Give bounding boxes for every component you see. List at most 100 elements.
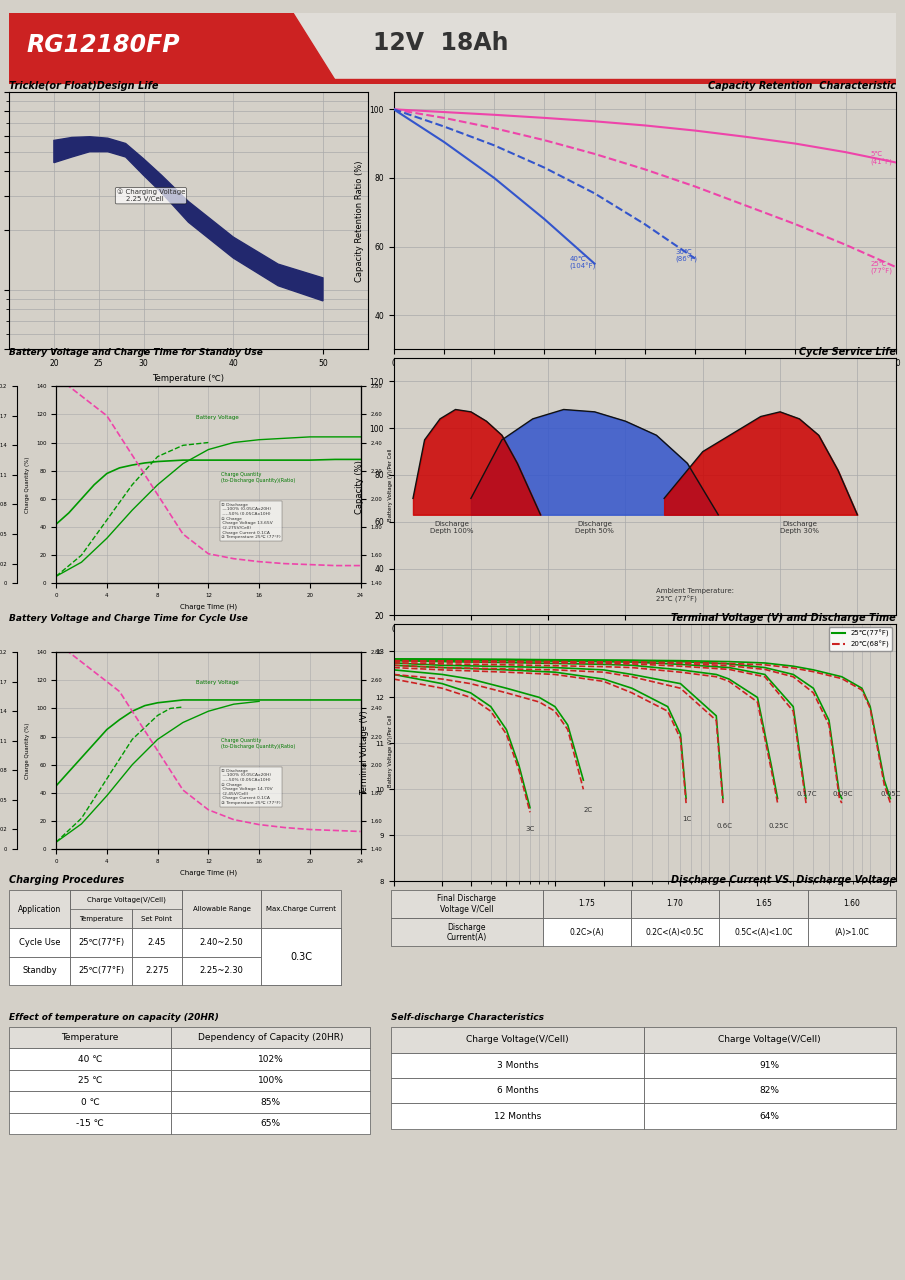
Text: 0.2C<(A)<0.5C: 0.2C<(A)<0.5C — [646, 928, 704, 937]
Bar — [391, 1078, 643, 1103]
Text: 82%: 82% — [760, 1087, 780, 1096]
Text: 0 ℃: 0 ℃ — [81, 1097, 100, 1106]
Text: 25℃(77°F): 25℃(77°F) — [78, 966, 124, 975]
Text: 0.3C: 0.3C — [291, 952, 312, 961]
Legend: 25℃(77°F), 20℃(68°F): 25℃(77°F), 20℃(68°F) — [829, 627, 892, 650]
Text: 3C: 3C — [526, 826, 535, 832]
Bar — [9, 1092, 171, 1112]
Text: Discharge
Current(A): Discharge Current(A) — [447, 923, 487, 942]
Text: Terminal Voltage (V) and Discharge Time: Terminal Voltage (V) and Discharge Time — [672, 613, 896, 623]
Bar — [71, 890, 131, 928]
Bar — [9, 1112, 171, 1134]
Polygon shape — [9, 13, 896, 83]
Bar — [807, 918, 896, 946]
Text: 6 Months: 6 Months — [497, 1087, 538, 1096]
Bar — [9, 956, 71, 986]
Text: Battery Voltage: Battery Voltage — [195, 681, 238, 686]
Bar — [9, 1070, 171, 1092]
Text: Cycle Service Life: Cycle Service Life — [799, 347, 896, 357]
Y-axis label: Capacity (%): Capacity (%) — [355, 460, 364, 513]
Text: Discharge
Depth 100%: Discharge Depth 100% — [430, 521, 473, 535]
Text: Ambient Temperature:
25℃ (77°F): Ambient Temperature: 25℃ (77°F) — [656, 589, 734, 603]
Bar — [643, 1103, 896, 1129]
Text: ① Charging Voltage
    2.25 V/Cell: ① Charging Voltage 2.25 V/Cell — [117, 189, 185, 202]
Bar — [262, 928, 341, 956]
Bar — [9, 1048, 171, 1070]
Text: Standby: Standby — [23, 966, 57, 975]
Text: ① Discharge
 —100% (0.05CAx20H)
 ----50% (0.05CAx10H)
② Charge
 Charge Voltage 1: ① Discharge —100% (0.05CAx20H) ----50% (… — [221, 769, 281, 805]
Bar — [71, 890, 182, 909]
Bar — [131, 956, 182, 986]
Y-axis label: Battery Voltage (V)/Per Cell: Battery Voltage (V)/Per Cell — [387, 448, 393, 521]
Text: 0.6C: 0.6C — [716, 823, 732, 829]
Text: Charge Quantity
(to-Discharge Quantity)(Ratio): Charge Quantity (to-Discharge Quantity)(… — [221, 739, 295, 749]
Text: 2.40~2.50: 2.40~2.50 — [200, 938, 243, 947]
Bar — [182, 928, 262, 956]
Bar — [643, 1052, 896, 1078]
Polygon shape — [9, 79, 896, 83]
Bar — [182, 890, 262, 928]
Text: Temperature: Temperature — [62, 1033, 119, 1042]
Text: Cycle Use: Cycle Use — [19, 938, 61, 947]
X-axis label: Number of Cycles (Times): Number of Cycles (Times) — [590, 640, 700, 649]
Polygon shape — [54, 137, 323, 301]
Text: Min: Min — [477, 905, 491, 914]
Text: 40 ℃: 40 ℃ — [78, 1055, 102, 1064]
Text: Capacity Retention  Characteristic: Capacity Retention Characteristic — [708, 82, 896, 91]
Bar — [807, 890, 896, 918]
Text: Discharge
Depth 50%: Discharge Depth 50% — [576, 521, 614, 535]
Text: Discharge
Depth 30%: Discharge Depth 30% — [780, 521, 819, 535]
Bar — [643, 1027, 896, 1052]
Text: Charging Procedures: Charging Procedures — [9, 874, 124, 884]
Text: 65%: 65% — [261, 1119, 281, 1128]
X-axis label: Charge Time (H): Charge Time (H) — [180, 604, 237, 611]
Bar — [543, 890, 631, 918]
Text: 0.5C<(A)<1.0C: 0.5C<(A)<1.0C — [734, 928, 793, 937]
Text: 3 Months: 3 Months — [497, 1061, 538, 1070]
Polygon shape — [9, 13, 338, 83]
Text: 1.70: 1.70 — [667, 900, 683, 909]
Bar — [171, 1092, 369, 1112]
Text: 5℃
(41°F): 5℃ (41°F) — [871, 151, 892, 165]
Text: 102%: 102% — [258, 1055, 283, 1064]
Text: 91%: 91% — [759, 1061, 780, 1070]
X-axis label: Charge Time (H): Charge Time (H) — [180, 869, 237, 876]
Bar — [131, 890, 182, 928]
Bar — [391, 918, 543, 946]
Bar — [391, 1103, 643, 1129]
Text: Allowable Range: Allowable Range — [193, 906, 251, 913]
Text: Discharge Current VS. Discharge Voltage: Discharge Current VS. Discharge Voltage — [671, 874, 896, 884]
Text: 12V  18Ah: 12V 18Ah — [373, 31, 509, 55]
Text: 0.09C: 0.09C — [833, 791, 853, 797]
Text: 0.17C: 0.17C — [796, 791, 817, 797]
Y-axis label: Battery Voltage (V)/Per Cell: Battery Voltage (V)/Per Cell — [387, 714, 393, 787]
Text: 1.75: 1.75 — [578, 900, 595, 909]
Bar — [719, 890, 807, 918]
Text: 40℃
(104°F): 40℃ (104°F) — [569, 256, 595, 270]
Bar — [171, 1048, 369, 1070]
Text: 30℃
(86°F): 30℃ (86°F) — [675, 250, 697, 264]
Text: 2.275: 2.275 — [145, 966, 168, 975]
Text: Charge Voltage(V/Cell): Charge Voltage(V/Cell) — [719, 1036, 821, 1044]
Bar — [182, 956, 262, 986]
Text: 85%: 85% — [261, 1097, 281, 1106]
Bar — [131, 928, 182, 956]
Bar — [9, 1027, 171, 1048]
Y-axis label: Terminal Voltage (V): Terminal Voltage (V) — [360, 710, 369, 795]
Text: Battery Voltage: Battery Voltage — [195, 415, 238, 420]
Text: 25℃(77°F): 25℃(77°F) — [78, 938, 124, 947]
Text: Effect of temperature on capacity (20HR): Effect of temperature on capacity (20HR) — [9, 1014, 219, 1023]
X-axis label: Storage Period (Month): Storage Period (Month) — [596, 374, 693, 383]
Text: Charge Voltage(V/Cell): Charge Voltage(V/Cell) — [466, 1036, 568, 1044]
X-axis label: Discharge Time (Min): Discharge Time (Min) — [600, 901, 690, 910]
Bar — [9, 928, 71, 956]
Text: Battery Voltage and Charge Time for Cycle Use: Battery Voltage and Charge Time for Cycl… — [9, 614, 248, 623]
Bar — [171, 1112, 369, 1134]
Y-axis label: Charge Quantity (%): Charge Quantity (%) — [25, 722, 31, 778]
Text: Battery Voltage and Charge Time for Standby Use: Battery Voltage and Charge Time for Stan… — [9, 348, 263, 357]
X-axis label: Temperature (℃): Temperature (℃) — [152, 374, 224, 383]
Bar — [171, 1027, 369, 1048]
Y-axis label: Charge Quantity (%): Charge Quantity (%) — [25, 457, 31, 513]
Text: Max.Charge Current: Max.Charge Current — [266, 906, 336, 913]
Text: Set Point: Set Point — [141, 915, 172, 922]
